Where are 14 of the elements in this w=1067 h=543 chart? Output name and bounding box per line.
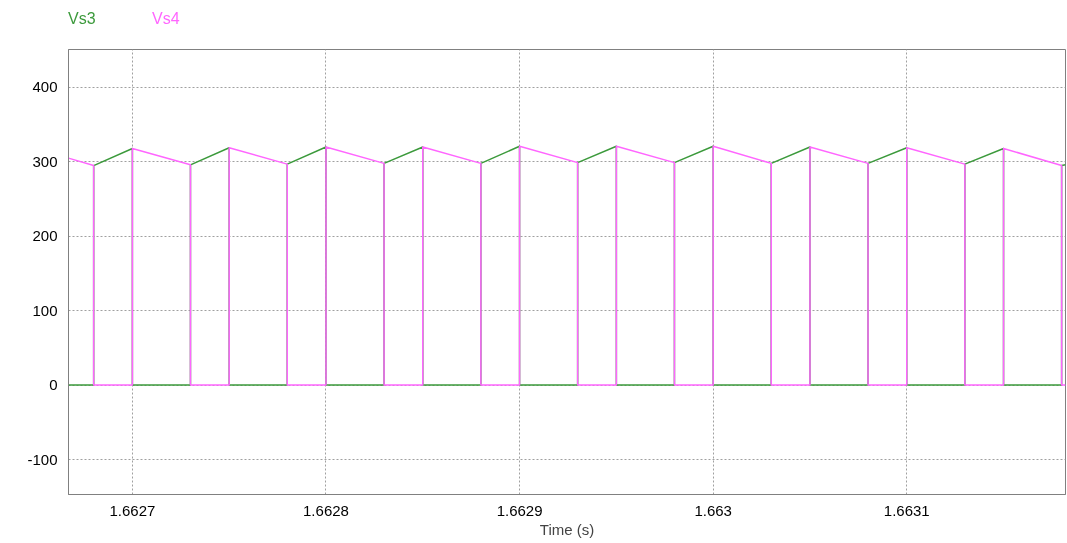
x-axis-title: Time (s) — [539, 520, 595, 538]
y-tick-label: 300 — [32, 152, 58, 170]
x-tick-label: 1.663 — [694, 501, 732, 519]
text: Vs4 — [152, 9, 181, 29]
y-tick-label: -100 — [27, 450, 58, 468]
y-tick-label: 200 — [32, 227, 58, 245]
text: Vs3 — [68, 9, 97, 29]
x-tick-label: 1.6629 — [496, 501, 543, 519]
y-tick-label: 400 — [32, 78, 58, 96]
x-tick-label: 1.6631 — [883, 501, 930, 519]
x-tick-label: 1.6627 — [109, 501, 156, 519]
y-tick-label: 100 — [32, 301, 58, 319]
x-tick-label: 1.6628 — [303, 501, 349, 519]
y-tick-label: 0 — [49, 376, 58, 394]
